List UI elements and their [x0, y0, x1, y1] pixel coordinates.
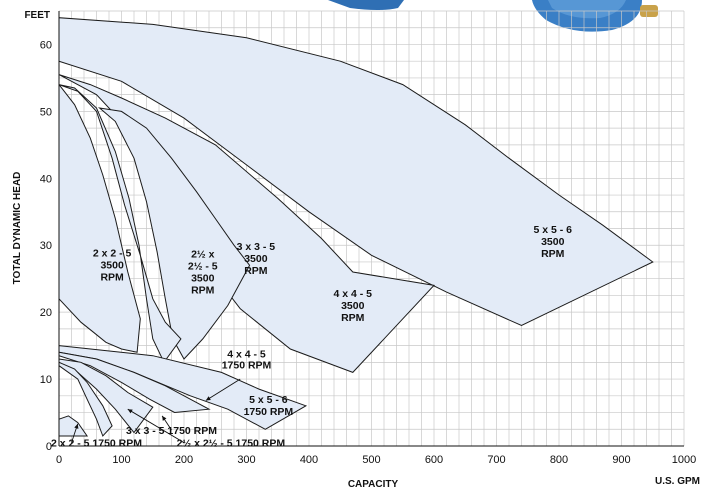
annotation-label: 4 x 4 - 5 — [227, 349, 266, 361]
y-axis-title: TOTAL DYNAMIC HEAD — [12, 172, 23, 285]
annotation-pointer — [205, 378, 241, 401]
region-label: 4 x 4 - 5 3500 RPM — [333, 288, 372, 324]
operating-region — [58, 361, 113, 437]
annotation-label: 3 x 3 - 5 1750 RPM — [126, 425, 217, 437]
operating-region — [97, 107, 251, 360]
y-tick-label: 40 — [40, 173, 52, 185]
operating-region — [58, 84, 182, 364]
x-unit-label: U.S. GPM — [655, 476, 700, 487]
y-tick-label: 50 — [40, 106, 52, 118]
region-label: 5 x 5 - 6 1750 RPM — [244, 394, 294, 418]
y-tick-label: 0 — [46, 441, 52, 453]
annotation-pointers — [71, 378, 241, 444]
x-tick-labels: 0 100 200 300 400 500 600 700 800 900 1000 — [56, 454, 696, 466]
pump-image — [328, 0, 658, 32]
operating-regions — [58, 17, 654, 437]
region-label: 2 x 2 - 5 3500 RPM — [93, 248, 132, 284]
annotation-pointer — [127, 408, 185, 444]
x-tick-label: 0 — [56, 454, 62, 466]
x-tick-label: 500 — [362, 454, 380, 466]
x-tick-label: 400 — [300, 454, 318, 466]
arrow-head — [162, 415, 167, 421]
x-tick-label: 900 — [612, 454, 630, 466]
annotation-label: 2½ x 2½ - 5 1750 RPM — [177, 438, 286, 450]
y-tick-label: 60 — [40, 39, 52, 51]
arrow-head — [127, 409, 133, 414]
y-tick-label: 30 — [40, 240, 52, 252]
region-label: 5 x 5 - 6 3500 RPM — [533, 224, 572, 260]
x-tick-label: 700 — [487, 454, 505, 466]
y-tick-label: 10 — [40, 374, 52, 386]
region-label: 2½ x 2½ - 5 3500 RPM — [188, 248, 218, 296]
annotation-label: 1750 RPM — [222, 359, 272, 371]
x-axis-title: CAPACITY — [348, 479, 399, 489]
x-tick-label: 300 — [237, 454, 255, 466]
x-tick-label: 800 — [550, 454, 568, 466]
arrow-head — [74, 423, 79, 429]
x-tick-label: 1000 — [672, 454, 696, 466]
annotation-label: 2 x 2 - 5 1750 RPM — [51, 438, 142, 450]
operating-region — [58, 17, 654, 327]
arrow-head — [205, 396, 211, 401]
region-labels: 5 x 5 - 6 3500 RPM 4 x 4 - 5 3500 RPM 3 x 3 - … — [93, 224, 572, 418]
axes — [58, 11, 684, 447]
x-tick-label: 100 — [112, 454, 130, 466]
y-tick-label: 20 — [40, 307, 52, 319]
y-tick-labels: 0 10 20 30 40 50 60 — [40, 39, 52, 453]
x-tick-label: 200 — [175, 454, 193, 466]
operating-region — [58, 83, 141, 353]
x-tick-label: 600 — [425, 454, 443, 466]
region-label: 3 x 3 - 5 3500 RPM — [237, 241, 276, 277]
operating-region — [58, 415, 89, 437]
y-unit-label: FEET — [24, 10, 50, 21]
